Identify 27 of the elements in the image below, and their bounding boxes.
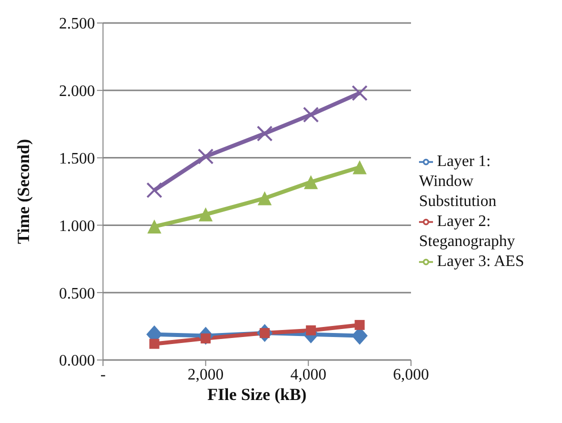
x-tick-label: 2,000 bbox=[188, 366, 224, 384]
x-axis-title: FIle Size (kB) bbox=[207, 385, 307, 404]
y-tick-label: 0.000 bbox=[59, 352, 95, 370]
point bbox=[304, 175, 318, 190]
legend-label: Layer 1: Window Substitution bbox=[419, 152, 496, 210]
point bbox=[146, 182, 162, 198]
x-tick-label: - bbox=[100, 366, 106, 384]
y-tick-label: 1.000 bbox=[59, 218, 95, 235]
point bbox=[258, 191, 272, 206]
point bbox=[198, 148, 214, 164]
point bbox=[302, 106, 319, 123]
y-tick-label: 2.500 bbox=[59, 16, 95, 33]
point bbox=[149, 338, 160, 349]
point bbox=[352, 160, 367, 174]
point bbox=[354, 320, 365, 330]
y-tick-label: 1.500 bbox=[59, 150, 95, 168]
point bbox=[256, 126, 273, 142]
legend-label: Layer 3: AES bbox=[437, 252, 524, 270]
y-axis-title: Time (Second) bbox=[14, 139, 34, 244]
x-tick-label: 6,000 bbox=[393, 366, 429, 384]
y-tick-label: 0.500 bbox=[59, 285, 95, 302]
point bbox=[147, 220, 162, 234]
legend-label: Layer 2: Steganography bbox=[419, 212, 515, 250]
y-tick-label: 2.000 bbox=[59, 83, 95, 100]
point bbox=[352, 85, 368, 102]
point bbox=[198, 207, 213, 222]
x-tick-label: 4,000 bbox=[290, 366, 326, 384]
